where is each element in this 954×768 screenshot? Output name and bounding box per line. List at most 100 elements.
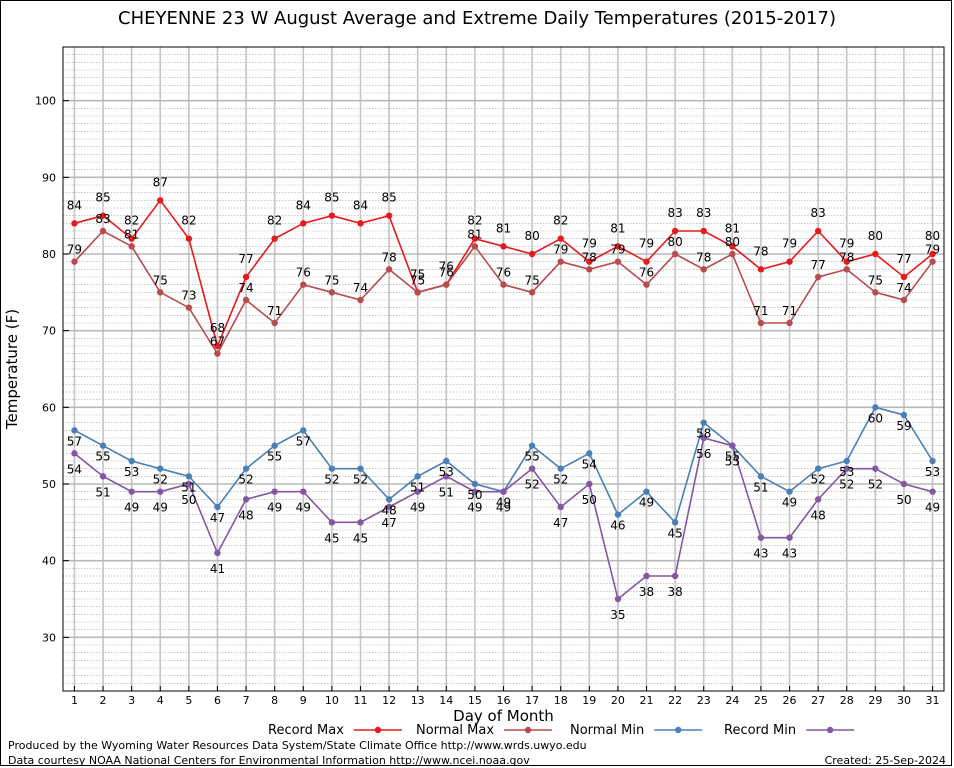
record-min-value-label: 52 <box>868 478 883 492</box>
normal-max-point <box>443 281 450 288</box>
normal-max-point <box>328 289 336 296</box>
normal-min-value-label: 55 <box>267 450 282 464</box>
normal-min-point <box>443 457 450 465</box>
normal-max-value-label: 76 <box>296 266 311 280</box>
normal-min-value-label: 53 <box>439 465 454 479</box>
record-min-point <box>271 488 278 495</box>
footer-created-date: Created: 25-Sep-2024 <box>824 754 946 767</box>
normal-max-value-label: 76 <box>496 266 511 280</box>
y-tick-label: 70 <box>42 325 56 338</box>
record-min-point <box>357 519 364 526</box>
record-min-point <box>157 488 164 495</box>
x-tick-label: 1 <box>71 694 78 707</box>
record-min-value-label: 41 <box>210 562 225 576</box>
record-min-value-label: 56 <box>696 447 711 461</box>
x-tick-label: 20 <box>611 694 625 707</box>
record-max-value-label: 82 <box>553 214 568 228</box>
x-tick-label: 12 <box>382 694 396 707</box>
normal-max-value-label: 75 <box>410 273 425 287</box>
x-tick-label: 31 <box>926 694 940 707</box>
record-max-value-label: 78 <box>753 244 768 258</box>
record-min-value-label: 49 <box>153 501 168 515</box>
normal-min-value-label: 52 <box>238 473 253 487</box>
record-max-point <box>929 250 936 258</box>
normal-max-value-label: 78 <box>582 250 597 264</box>
normal-max-value-label: 71 <box>782 304 797 318</box>
record-max-point <box>357 220 364 227</box>
normal-max-point <box>471 243 479 250</box>
legend-marker-normal-max <box>524 726 532 734</box>
record-min-point <box>900 480 908 488</box>
y-tick-label: 100 <box>35 95 56 108</box>
legend-marker-record-min <box>826 726 834 734</box>
normal-min-value-label: 51 <box>410 480 425 494</box>
normal-max-value-label: 78 <box>381 250 396 264</box>
record-max-point <box>814 227 822 235</box>
record-min-point <box>757 534 765 541</box>
record-min-value-label: 47 <box>553 516 568 530</box>
record-min-value-label: 50 <box>896 493 911 507</box>
normal-max-value-label: 76 <box>639 266 654 280</box>
y-tick-label: 60 <box>42 401 56 414</box>
record-min-value-label: 35 <box>610 608 625 622</box>
record-max-point <box>786 258 793 265</box>
record-max-value-label: 79 <box>839 237 854 251</box>
normal-min-point <box>414 473 421 480</box>
normal-max-point <box>99 227 107 235</box>
y-tick-label: 40 <box>42 555 56 568</box>
normal-max-point <box>786 319 793 327</box>
normal-max-value-label: 67 <box>210 335 225 349</box>
legend-label-normal-min: Normal Min <box>570 723 644 738</box>
record-max-point <box>271 235 278 242</box>
x-tick-label: 18 <box>554 694 568 707</box>
x-tick-label: 5 <box>185 694 192 707</box>
record-max-value-label: 81 <box>496 221 511 235</box>
normal-max-point <box>643 281 650 288</box>
record-max-value-label: 79 <box>782 237 797 251</box>
normal-min-point <box>128 457 135 465</box>
normal-max-value-label: 75 <box>868 273 883 287</box>
footer-produced-by: Produced by the Wyoming Water Resources … <box>8 739 587 752</box>
x-tick-label: 13 <box>411 694 425 707</box>
record-min-value-label: 38 <box>639 585 654 599</box>
normal-max-point <box>185 304 193 311</box>
record-min-point <box>843 465 850 472</box>
record-min-point <box>99 473 107 480</box>
record-max-point <box>843 258 850 265</box>
normal-min-value-label: 55 <box>524 450 539 464</box>
x-tick-label: 23 <box>697 694 711 707</box>
x-tick-label: 15 <box>468 694 482 707</box>
record-min-point <box>929 488 936 495</box>
normal-min-value-label: 52 <box>353 473 368 487</box>
normal-max-point <box>872 289 879 296</box>
normal-min-value-label: 55 <box>725 450 740 464</box>
x-tick-label: 29 <box>868 694 882 707</box>
normal-max-point <box>500 281 507 288</box>
record-min-point <box>214 549 221 557</box>
grid-layer <box>63 46 944 692</box>
normal-min-value-label: 52 <box>324 473 339 487</box>
normal-max-value-label: 79 <box>67 243 82 257</box>
normal-max-point <box>128 243 135 250</box>
record-min-point <box>671 572 679 580</box>
record-min-value-label: 49 <box>410 501 425 515</box>
record-min-value-label: 47 <box>381 516 396 530</box>
normal-max-point <box>757 319 765 327</box>
normal-min-point <box>900 411 908 419</box>
record-max-value-label: 77 <box>238 252 253 266</box>
legend-marker-normal-min <box>675 726 682 734</box>
normal-max-value-label: 80 <box>725 235 740 249</box>
normal-max-value-label: 81 <box>467 227 482 241</box>
normal-min-point <box>843 457 850 465</box>
record-min-point <box>614 595 622 603</box>
record-max-value-label: 82 <box>124 214 139 228</box>
x-tick-label: 28 <box>840 694 854 707</box>
normal-min-point <box>671 519 679 526</box>
legend-marker-record-max <box>374 726 382 734</box>
record-max-point <box>157 197 164 204</box>
record-max-value-label: 77 <box>896 252 911 266</box>
record-max-value-label: 79 <box>639 237 654 251</box>
y-tick-label: 50 <box>42 478 56 491</box>
record-min-value-label: 50 <box>582 493 597 507</box>
